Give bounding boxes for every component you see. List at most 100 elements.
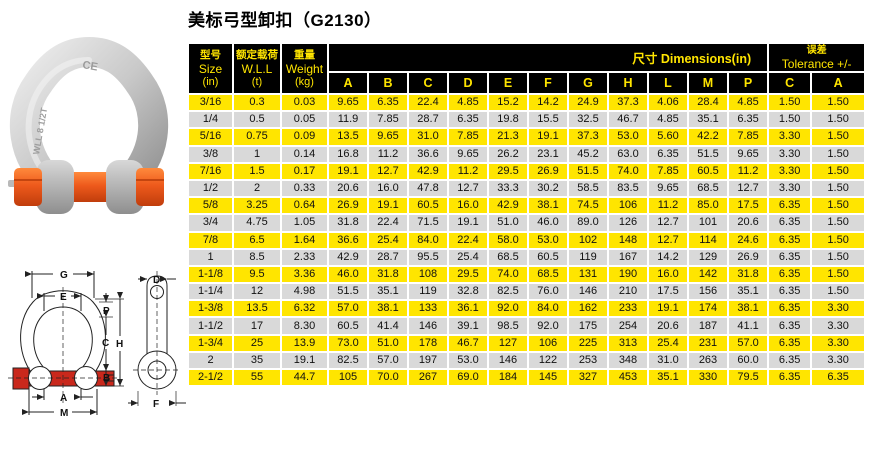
- col-letter-c: C: [409, 73, 447, 93]
- table-cell: 9.5: [234, 266, 280, 283]
- table-row: 1 8.5 2.33 42.9 28.7 95.5 25.4 68.5 60.5 119 167 14…: [189, 249, 865, 265]
- table-cell: 6.35: [769, 249, 811, 265]
- table-cell: 210: [609, 284, 647, 300]
- table-cell: 1-1/2: [189, 318, 232, 334]
- col-letter-c-tolerance: C: [769, 73, 811, 93]
- table-cell: 6.35: [449, 112, 487, 128]
- table-cell: 51.5: [569, 163, 607, 179]
- col-letter-p: P: [729, 73, 768, 93]
- table-cell: 11.2: [449, 163, 487, 179]
- table-cell: 3/4: [189, 215, 232, 231]
- table-cell: 1.50: [812, 232, 865, 248]
- table-row: 1-1/8 9.5 3.36 46.0 31.8 108 29.5 74.0 68.5 131 19…: [189, 266, 865, 283]
- col-letter-m: M: [689, 73, 727, 93]
- dim-label-d: D: [153, 275, 160, 286]
- spec-table-wrap: 型号 Size (in) 额定载荷 W.L.L (t) 重量 Weight (k…: [187, 42, 869, 388]
- size-label-en: Size: [198, 61, 223, 76]
- table-cell: 254: [609, 318, 647, 334]
- table-cell: 2.33: [282, 249, 327, 265]
- table-cell: 122: [529, 352, 567, 368]
- table-cell: 13.5: [329, 129, 367, 145]
- table-cell: 36.6: [329, 232, 367, 248]
- weight-label-en: Weight: [285, 61, 324, 76]
- table-row: 3/8 1 0.14 16.8 11.2 36.6 9.65 26.2 23.1 45.2 63.0…: [189, 146, 865, 162]
- table-cell: 76.0: [529, 284, 567, 300]
- col-letter-g: G: [569, 73, 607, 93]
- table-cell: 79.5: [729, 370, 768, 386]
- table-cell: 3.30: [812, 301, 865, 317]
- table-cell: 0.75: [234, 129, 280, 145]
- col-letter-b: B: [369, 73, 407, 93]
- table-cell: 68.5: [689, 180, 727, 197]
- table-cell: 51.5: [689, 146, 727, 162]
- table-cell: 146: [569, 284, 607, 300]
- table-cell: 11.2: [369, 146, 407, 162]
- table-cell: 19.1: [449, 215, 487, 231]
- table-cell: 7.85: [729, 129, 768, 145]
- table-cell: 11.9: [329, 112, 367, 128]
- table-cell: 26.9: [729, 249, 768, 265]
- table-cell: 6.35: [769, 198, 811, 214]
- table-cell: 197: [409, 352, 447, 368]
- table-cell: 26.9: [329, 198, 367, 214]
- table-cell: 190: [609, 266, 647, 283]
- col-header-wll: 额定载荷 W.L.L (t): [234, 44, 280, 93]
- table-cell: 57.0: [329, 301, 367, 317]
- table-cell: 47.8: [409, 180, 447, 197]
- table-cell: 26.2: [489, 146, 527, 162]
- table-cell: 146: [489, 352, 527, 368]
- table-cell: 46.7: [449, 335, 487, 351]
- table-cell: 178: [409, 335, 447, 351]
- drawing-pin-head: [12, 367, 30, 390]
- table-cell: 58.0: [489, 232, 527, 248]
- table-cell: 7.85: [449, 129, 487, 145]
- table-cell: 14.2: [529, 95, 567, 111]
- table-cell: 6.35: [769, 266, 811, 283]
- table-cell: 3/8: [189, 146, 232, 162]
- table-cell: 17.5: [649, 284, 687, 300]
- table-cell: 16.0: [449, 198, 487, 214]
- dim-label-g: G: [60, 270, 68, 281]
- table-cell: 39.1: [449, 318, 487, 334]
- table-cell: 19.1: [329, 163, 367, 179]
- table-cell: 37.3: [609, 95, 647, 111]
- table-cell: 12.7: [649, 232, 687, 248]
- shackle-photo-svg: CE WLL 8 1/2T: [8, 36, 169, 214]
- table-cell: 46.0: [529, 215, 567, 231]
- table-cell: 1-1/8: [189, 266, 232, 283]
- table-cell: 142: [689, 266, 727, 283]
- table-cell: 92.0: [489, 301, 527, 317]
- table-cell: 105: [329, 370, 367, 386]
- table-cell: 1.50: [812, 95, 865, 111]
- table-cell: 82.5: [329, 352, 367, 368]
- table-cell: 98.5: [489, 318, 527, 334]
- table-cell: 106: [609, 198, 647, 214]
- table-cell: 22.4: [449, 232, 487, 248]
- col-header-weight: 重量 Weight (kg): [282, 44, 327, 93]
- table-cell: 28.7: [369, 249, 407, 265]
- table-cell: 6.35: [769, 215, 811, 231]
- table-cell: 1.50: [769, 95, 811, 111]
- table-cell: 7/8: [189, 232, 232, 248]
- table-cell: 174: [689, 301, 727, 317]
- table-cell: 32.8: [449, 284, 487, 300]
- shackle-photo: CE WLL 8 1/2T: [6, 22, 174, 238]
- table-cell: 22.4: [369, 215, 407, 231]
- table-cell: 1.50: [812, 198, 865, 214]
- table-cell: 4.85: [449, 95, 487, 111]
- table-cell: 19.1: [649, 301, 687, 317]
- table-cell: 5/16: [189, 129, 232, 145]
- dim-label-p: P: [103, 306, 110, 317]
- table-cell: 25.4: [449, 249, 487, 265]
- table-cell: 25: [234, 335, 280, 351]
- table-cell: 82.5: [489, 284, 527, 300]
- table-cell: 108: [409, 266, 447, 283]
- weight-label-unit: (kg): [295, 75, 314, 88]
- table-cell: 70.0: [369, 370, 407, 386]
- shackle-bow: [9, 36, 169, 200]
- table-cell: 167: [609, 249, 647, 265]
- table-cell: 106: [529, 335, 567, 351]
- table-row: 2 35 19.1 82.5 57.0 197 53.0 146 122 253 348 31.0 26…: [189, 352, 865, 368]
- table-cell: 1.50: [812, 266, 865, 283]
